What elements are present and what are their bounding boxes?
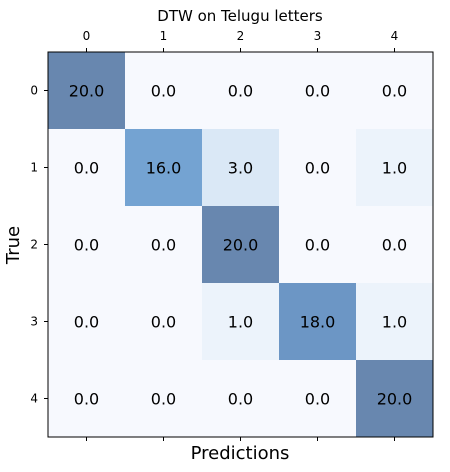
- heatmap-cell: [125, 206, 203, 284]
- y-axis-label: True: [3, 226, 24, 265]
- cell-value-label: 1.0: [382, 159, 407, 178]
- cell-value-label: 0.0: [151, 313, 176, 332]
- cell-value-label: 0.0: [228, 390, 253, 409]
- x-tick-label: 2: [237, 29, 245, 43]
- cell-value-label: 0.0: [305, 236, 330, 255]
- cell-value-label: 0.0: [151, 390, 176, 409]
- x-tick-label: 4: [391, 29, 399, 43]
- cell-value-label: 0.0: [305, 159, 330, 178]
- cell-value-label: 3.0: [228, 159, 253, 178]
- cell-value-label: 0.0: [151, 82, 176, 101]
- y-tick-label: 3: [30, 315, 38, 329]
- heatmap-cell: [279, 206, 357, 284]
- x-tick-label: 1: [160, 29, 168, 43]
- heatmap-cell: [356, 129, 434, 207]
- x-axis-ticks: 0 1 2 3 4: [83, 29, 399, 441]
- cell-value-label: 20.0: [223, 236, 259, 255]
- cell-value-label: 0.0: [151, 236, 176, 255]
- cell-value-label: 16.0: [146, 159, 182, 178]
- x-tick-label: 0: [83, 29, 91, 43]
- cell-value-label: 0.0: [74, 236, 99, 255]
- heatmap-cell: [356, 283, 434, 361]
- cell-value-label: 0.0: [74, 313, 99, 332]
- cell-value-label: 0.0: [74, 159, 99, 178]
- heatmap-cell: [202, 283, 280, 361]
- plot-frame: [47, 51, 434, 438]
- heatmap-cell: [279, 360, 357, 438]
- heatmap-cell: [279, 283, 357, 361]
- chart-title: DTW on Telugu letters: [157, 7, 323, 25]
- heatmap-cell: [279, 52, 357, 130]
- heatmap-cell: [48, 283, 126, 361]
- heatmap-cell: [202, 52, 280, 130]
- y-tick-label: 1: [30, 161, 38, 175]
- heatmap-cell: [356, 206, 434, 284]
- cell-value-label: 20.0: [69, 82, 105, 101]
- heatmap-cell: [125, 52, 203, 130]
- heatmap-cell: [356, 52, 434, 130]
- cell-value-label: 18.0: [300, 313, 336, 332]
- y-tick-label: 0: [30, 84, 38, 98]
- heatmap-cell: [202, 206, 280, 284]
- cell-value-label: 1.0: [228, 313, 253, 332]
- heatmap-cell: [125, 360, 203, 438]
- heatmap-cell: [279, 129, 357, 207]
- heatmap-cell: [48, 129, 126, 207]
- cell-value-label: 0.0: [305, 390, 330, 409]
- cell-value-label: 0.0: [382, 236, 407, 255]
- cell-value-label: 20.0: [377, 390, 413, 409]
- y-tick-label: 2: [30, 238, 38, 252]
- cell-value-label: 1.0: [382, 313, 407, 332]
- heatmap-cell: [202, 129, 280, 207]
- cell-value-label: 0.0: [382, 82, 407, 101]
- heatmap-cell: [48, 360, 126, 438]
- heatmap-cell: [125, 129, 203, 207]
- cell-value-label: 0.0: [228, 82, 253, 101]
- x-axis-label: Predictions: [191, 443, 290, 464]
- cell-value-label: 0.0: [305, 82, 330, 101]
- heatmap-cells: 20.0 0.0 0.0 0.0 0.0 0.0 16.0 3.0 0.0 1.0 0.0 0.0 20…: [48, 52, 434, 438]
- heatmap-cell: [202, 360, 280, 438]
- heatmap-cell: [48, 206, 126, 284]
- cell-value-label: 0.0: [74, 390, 99, 409]
- heatmap-cell: [356, 360, 434, 438]
- heatmap-cell: [48, 52, 126, 130]
- heatmap-cell: [125, 283, 203, 361]
- y-tick-label: 4: [30, 392, 38, 406]
- y-axis-ticks: 0 1 2 3 4: [30, 84, 48, 406]
- x-tick-label: 3: [314, 29, 322, 43]
